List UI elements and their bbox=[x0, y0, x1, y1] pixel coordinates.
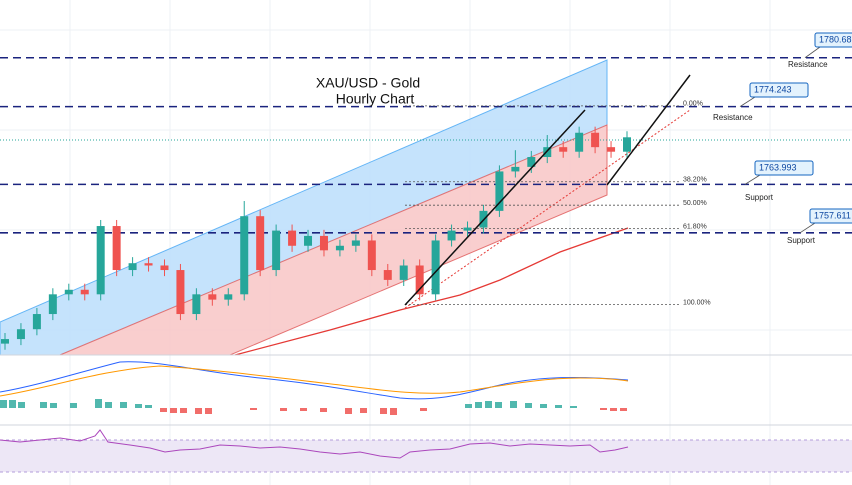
candle-body bbox=[48, 294, 57, 315]
candle-body bbox=[335, 245, 344, 251]
candle-body bbox=[607, 147, 616, 152]
candle-body bbox=[176, 270, 185, 315]
candle-body bbox=[192, 294, 201, 315]
candle-body bbox=[96, 226, 105, 295]
candle-body bbox=[463, 227, 472, 231]
level-tag: Support bbox=[787, 236, 816, 245]
candle-body bbox=[351, 240, 360, 246]
trend-line bbox=[606, 74, 691, 186]
level-label: 1774.243 bbox=[754, 84, 792, 94]
macd-panel bbox=[0, 361, 629, 415]
candle-body bbox=[575, 132, 584, 152]
candle-body bbox=[16, 329, 25, 340]
fib-label: 0.00% bbox=[683, 101, 703, 108]
trend-line bbox=[404, 109, 586, 306]
candle-body bbox=[256, 216, 265, 271]
candle-body bbox=[415, 265, 424, 295]
candle-body bbox=[495, 171, 504, 211]
fib-label: 100.00% bbox=[683, 299, 711, 306]
level-tag: Resistance bbox=[788, 60, 828, 69]
candle-body bbox=[64, 289, 73, 295]
level-label: 1757.611 bbox=[814, 210, 851, 220]
chart-title: Hourly Chart bbox=[336, 91, 415, 107]
candle-body bbox=[447, 230, 456, 241]
candle-body bbox=[511, 166, 520, 172]
candle-body bbox=[160, 265, 169, 271]
moving-average bbox=[234, 227, 629, 356]
level-connector bbox=[804, 46, 821, 59]
level-tag: Support bbox=[745, 193, 774, 202]
candle-body bbox=[112, 226, 121, 271]
candle-body bbox=[319, 235, 328, 251]
candle-body bbox=[1, 339, 9, 344]
candle-body bbox=[288, 230, 297, 246]
red-channel bbox=[59, 124, 608, 356]
candle-body bbox=[272, 230, 281, 271]
candle-body bbox=[591, 132, 600, 148]
candle-body bbox=[240, 216, 249, 295]
level-connector bbox=[744, 174, 761, 185]
candle-body bbox=[623, 137, 631, 152]
level-connector bbox=[799, 222, 816, 234]
candle-body bbox=[527, 157, 536, 167]
level-label: 1780.687 bbox=[819, 34, 852, 44]
candle-body bbox=[32, 314, 41, 330]
rsi-panel bbox=[0, 429, 852, 473]
level-tag: Resistance bbox=[713, 113, 753, 122]
candle-body bbox=[128, 263, 137, 271]
candle-body bbox=[224, 294, 233, 300]
fib-label: 61.80% bbox=[683, 223, 707, 230]
candle-body bbox=[543, 147, 552, 158]
candle-body bbox=[80, 289, 89, 295]
candle-body bbox=[367, 240, 376, 271]
candle-body bbox=[431, 240, 440, 295]
fib-label: 50.00% bbox=[683, 200, 707, 207]
level-connector bbox=[739, 96, 756, 107]
candle-body bbox=[144, 263, 153, 266]
candle-body bbox=[383, 270, 392, 280]
level-label: 1763.993 bbox=[759, 162, 797, 172]
level-label-box bbox=[814, 32, 852, 48]
candle-body bbox=[304, 235, 313, 246]
level-label-box bbox=[749, 82, 809, 98]
candle-body bbox=[559, 147, 568, 152]
fib-label: 38.20% bbox=[683, 177, 707, 184]
level-label-box bbox=[809, 208, 852, 224]
dotted-trend bbox=[404, 109, 691, 309]
level-label-box bbox=[754, 160, 814, 176]
chart-title: XAU/USD - Gold bbox=[316, 75, 420, 91]
candle-body bbox=[208, 294, 217, 300]
candle-body bbox=[399, 265, 408, 280]
